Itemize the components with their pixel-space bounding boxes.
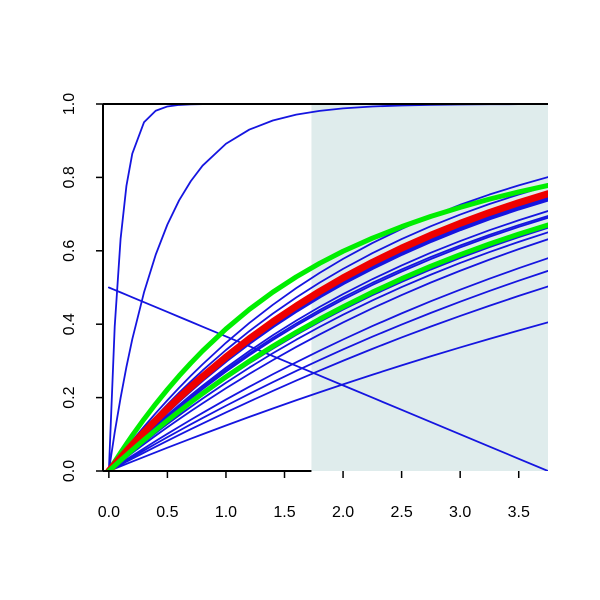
series-line-1-blue xyxy=(107,104,548,471)
shaded-region xyxy=(311,104,548,471)
plot-area xyxy=(105,104,548,471)
series-line-12-blue xyxy=(107,257,548,471)
series-line-13-blue xyxy=(107,269,548,471)
x-tick-label-2: 1.0 xyxy=(215,504,237,521)
series-line-20-green xyxy=(106,222,548,471)
y-tick-label-3: 0.6 xyxy=(61,240,78,262)
x-tick-label-1: 0.5 xyxy=(156,504,178,521)
series-line-14-blue xyxy=(107,285,548,471)
x-tick-label-0: 0.0 xyxy=(98,504,120,521)
y-tick-label-5: 1.0 xyxy=(61,93,78,115)
x-tick-label-5: 2.5 xyxy=(390,504,412,521)
series-line-19-red xyxy=(105,190,548,471)
x-tick-label-6: 3.0 xyxy=(449,504,471,521)
y-tick-label-1: 0.2 xyxy=(61,386,78,408)
x-tick-label-7: 3.5 xyxy=(508,504,530,521)
y-tick-label-4: 0.8 xyxy=(61,166,78,188)
series-line-15-blue xyxy=(107,321,548,471)
y-tick-label-0: 0.0 xyxy=(61,460,78,482)
y-tick-label-2: 0.4 xyxy=(61,313,78,335)
x-tick-label-3: 1.5 xyxy=(273,504,295,521)
y-axis: 0.0 0.2 0.4 0.6 0.8 1.0 xyxy=(61,93,103,482)
series-line-18-green xyxy=(106,182,548,471)
series-line-16-blue xyxy=(107,286,548,471)
x-axis: 0.0 0.5 1.0 1.5 2.0 2.5 3.0 3.5 xyxy=(98,471,530,521)
x-tick-label-4: 2.0 xyxy=(332,504,354,521)
